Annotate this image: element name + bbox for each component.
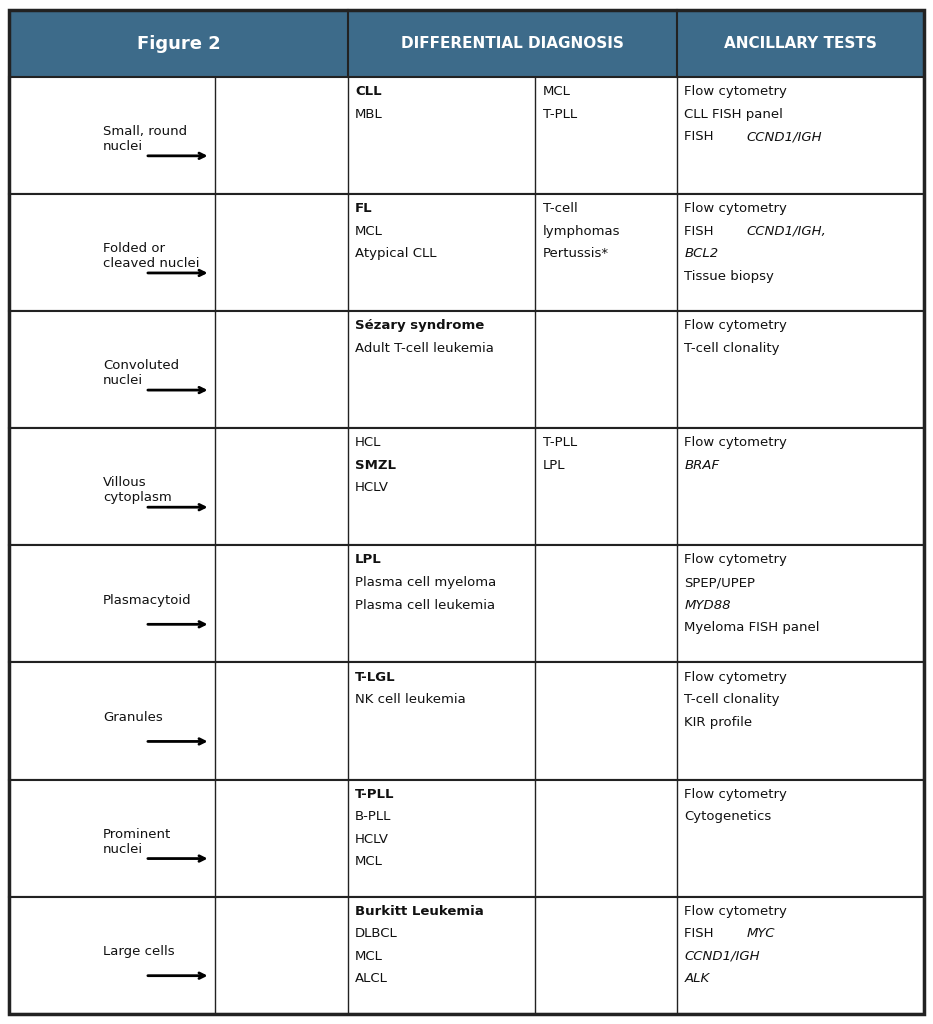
Text: Small, round
nuclei: Small, round nuclei bbox=[103, 125, 187, 154]
Text: HCLV: HCLV bbox=[355, 481, 389, 495]
Text: NK cell leukemia: NK cell leukemia bbox=[355, 693, 466, 707]
Bar bbox=[9, 311, 924, 428]
Text: MBL: MBL bbox=[355, 108, 383, 121]
Text: CCND1/IGH: CCND1/IGH bbox=[746, 130, 822, 143]
Text: FL: FL bbox=[355, 202, 372, 215]
Text: MCL: MCL bbox=[355, 950, 383, 963]
Text: Adult T-cell leukemia: Adult T-cell leukemia bbox=[355, 342, 494, 354]
Text: CCND1/IGH,: CCND1/IGH, bbox=[746, 224, 827, 238]
Text: MYC: MYC bbox=[746, 928, 775, 940]
Text: Tissue biopsy: Tissue biopsy bbox=[684, 269, 774, 283]
Text: Burkitt Leukemia: Burkitt Leukemia bbox=[355, 905, 484, 918]
Text: Large cells: Large cells bbox=[103, 945, 174, 958]
Text: DIFFERENTIAL DIAGNOSIS: DIFFERENTIAL DIAGNOSIS bbox=[401, 36, 623, 51]
Text: Flow cytometry: Flow cytometry bbox=[684, 553, 787, 566]
Text: ALK: ALK bbox=[684, 973, 709, 985]
Text: MCL: MCL bbox=[355, 855, 383, 868]
Text: Flow cytometry: Flow cytometry bbox=[684, 202, 787, 215]
Bar bbox=[9, 663, 924, 779]
Bar bbox=[9, 779, 924, 897]
Text: LPL: LPL bbox=[355, 553, 382, 566]
Text: CLL: CLL bbox=[355, 85, 382, 98]
Text: Cytogenetics: Cytogenetics bbox=[684, 810, 772, 823]
Text: Villous
cytoplasm: Villous cytoplasm bbox=[103, 476, 172, 505]
Text: SPEP/UPEP: SPEP/UPEP bbox=[684, 575, 755, 589]
Text: SMZL: SMZL bbox=[355, 459, 397, 472]
Text: Plasma cell myeloma: Plasma cell myeloma bbox=[355, 575, 496, 589]
Text: CLL FISH panel: CLL FISH panel bbox=[684, 108, 783, 121]
Text: T-cell: T-cell bbox=[543, 202, 578, 215]
Text: Flow cytometry: Flow cytometry bbox=[684, 671, 787, 684]
Bar bbox=[9, 10, 924, 77]
Text: Myeloma FISH panel: Myeloma FISH panel bbox=[684, 621, 820, 634]
Text: lymphomas: lymphomas bbox=[543, 224, 620, 238]
Text: Plasma cell leukemia: Plasma cell leukemia bbox=[355, 598, 495, 611]
Text: HCL: HCL bbox=[355, 436, 382, 450]
Text: Flow cytometry: Flow cytometry bbox=[684, 85, 787, 98]
Text: Atypical CLL: Atypical CLL bbox=[355, 247, 437, 260]
Text: BRAF: BRAF bbox=[684, 459, 719, 472]
Text: Flow cytometry: Flow cytometry bbox=[684, 436, 787, 450]
Text: HCLV: HCLV bbox=[355, 833, 389, 846]
Text: T-cell clonality: T-cell clonality bbox=[684, 693, 780, 707]
Text: FISH: FISH bbox=[684, 224, 718, 238]
Text: MCL: MCL bbox=[355, 224, 383, 238]
Text: LPL: LPL bbox=[543, 459, 565, 472]
Text: Prominent
nuclei: Prominent nuclei bbox=[103, 827, 171, 856]
Bar bbox=[9, 545, 924, 663]
Text: DLBCL: DLBCL bbox=[355, 928, 397, 940]
Text: T-cell clonality: T-cell clonality bbox=[684, 342, 780, 354]
Text: Flow cytometry: Flow cytometry bbox=[684, 905, 787, 918]
Text: CCND1/IGH: CCND1/IGH bbox=[684, 950, 759, 963]
Text: T-PLL: T-PLL bbox=[355, 787, 395, 801]
Text: T-PLL: T-PLL bbox=[543, 108, 577, 121]
Text: Figure 2: Figure 2 bbox=[136, 35, 220, 52]
Text: Pertussis*: Pertussis* bbox=[543, 247, 608, 260]
Text: T-LGL: T-LGL bbox=[355, 671, 396, 684]
Text: ANCILLARY TESTS: ANCILLARY TESTS bbox=[724, 36, 877, 51]
Text: KIR profile: KIR profile bbox=[684, 716, 752, 729]
Bar bbox=[9, 77, 924, 194]
Text: Plasmacytoid: Plasmacytoid bbox=[103, 594, 191, 606]
Text: MYD88: MYD88 bbox=[684, 598, 731, 611]
Bar bbox=[9, 428, 924, 545]
Text: ALCL: ALCL bbox=[355, 973, 388, 985]
Text: Flow cytometry: Flow cytometry bbox=[684, 319, 787, 332]
Text: Flow cytometry: Flow cytometry bbox=[684, 787, 787, 801]
Text: MCL: MCL bbox=[543, 85, 570, 98]
Text: FISH: FISH bbox=[684, 928, 718, 940]
Bar bbox=[9, 10, 924, 77]
Bar bbox=[9, 194, 924, 311]
Text: T-PLL: T-PLL bbox=[543, 436, 577, 450]
Text: B-PLL: B-PLL bbox=[355, 810, 392, 823]
Text: Sézary syndrome: Sézary syndrome bbox=[355, 319, 484, 332]
Text: FISH: FISH bbox=[684, 130, 718, 143]
Text: Granules: Granules bbox=[103, 711, 162, 724]
Text: Folded or
cleaved nuclei: Folded or cleaved nuclei bbox=[103, 243, 200, 270]
Text: Convoluted
nuclei: Convoluted nuclei bbox=[103, 359, 179, 387]
Bar bbox=[9, 897, 924, 1014]
Text: BCL2: BCL2 bbox=[684, 247, 718, 260]
